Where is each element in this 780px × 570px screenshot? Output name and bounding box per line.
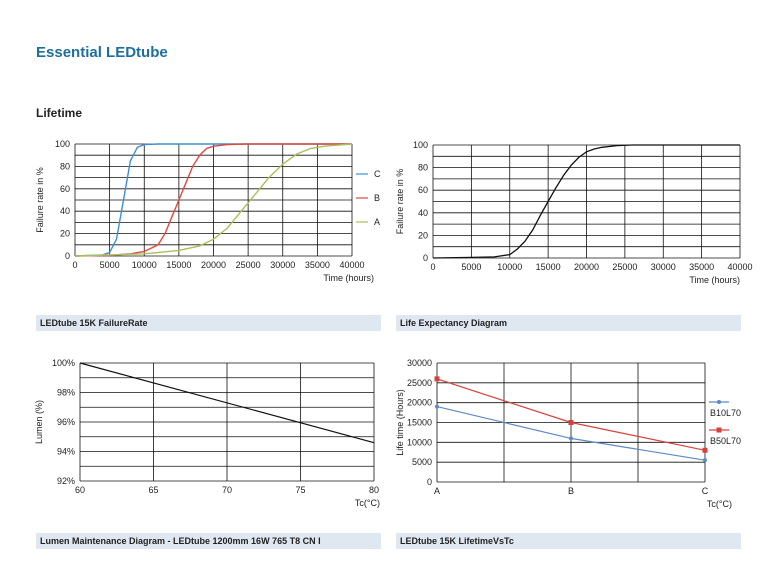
point-B10L70 <box>435 404 439 409</box>
y-tick-label: 15000 <box>407 418 432 428</box>
x-tick-label: 0 <box>430 262 435 272</box>
x-tick-label: 10000 <box>497 262 522 272</box>
x-tick-label: 35000 <box>689 262 714 272</box>
y-tick-label: 60 <box>60 184 70 194</box>
x-axis-label: Tc(°C) <box>355 498 380 508</box>
caption-life-expectancy: Life Expectancy Diagram <box>396 315 741 331</box>
legend-label-C: C <box>374 169 381 179</box>
y-axis-label: Life time (Hours) <box>395 389 405 456</box>
series-line-B <box>74 143 352 257</box>
y-tick-label: 60 <box>418 185 428 195</box>
x-tick-label: 40000 <box>339 260 364 270</box>
y-tick-label: 20 <box>418 230 428 240</box>
x-tick-label: 15000 <box>536 262 561 272</box>
caption-lumen-maintenance: Lumen Maintenance Diagram - LEDtube 1200… <box>36 533 381 549</box>
x-tick-label: 25000 <box>612 262 637 272</box>
legend-label-B: B <box>374 193 380 203</box>
y-tick-label: 100 <box>55 139 70 149</box>
x-tick-label: 75 <box>295 485 305 495</box>
y-tick-label: 96% <box>57 417 75 427</box>
x-tick-label: 10000 <box>132 260 157 270</box>
legend-label-B10L70: B10L70 <box>710 408 741 418</box>
x-tick-label: B <box>568 486 574 496</box>
y-tick-label: 0 <box>427 477 432 487</box>
x-tick-label: 35000 <box>305 260 330 270</box>
point-B50L70 <box>568 420 574 425</box>
y-tick-label: 80 <box>418 163 428 173</box>
y-tick-label: 100 <box>413 140 428 150</box>
y-tick-label: 0 <box>65 251 70 261</box>
point-B50L70 <box>434 376 440 382</box>
y-tick-label: 40 <box>60 206 70 216</box>
y-tick-label: 25000 <box>407 378 432 388</box>
point-B10L70 <box>569 436 573 441</box>
x-tick-label: A <box>434 486 440 496</box>
x-axis-label: Time (hours) <box>323 273 374 283</box>
y-tick-label: 5000 <box>412 457 432 467</box>
legend-marker-B10L70 <box>717 400 721 404</box>
x-tick-label: 60 <box>75 485 85 495</box>
y-tick-label: 92% <box>57 476 75 486</box>
lifetime-vs-tc-chart: 0 5000 10000 15000 20000 25000 30000 A B C Life ti… <box>395 358 741 509</box>
y-tick-label: 20 <box>60 229 70 239</box>
legend-marker-B50L70 <box>716 427 722 433</box>
failure-rate-chart: 0 20 40 60 80 100 0 5000 10000 15000 20000 25000 300… <box>35 139 381 283</box>
x-tick-label: 5000 <box>461 262 481 272</box>
section-title: Lifetime <box>36 106 83 120</box>
x-tick-label: 30000 <box>651 262 676 272</box>
legend-label-B50L70: B50L70 <box>710 436 741 446</box>
x-tick-label: 65 <box>148 485 158 495</box>
page-title: Essential LEDtube <box>36 44 168 61</box>
y-tick-label: 0 <box>423 253 428 263</box>
y-tick-label: 40 <box>418 208 428 218</box>
failure-curve <box>432 144 740 259</box>
point-B50L70 <box>702 447 708 453</box>
x-tick-label: 5000 <box>100 260 120 270</box>
legend-label-A: A <box>374 217 380 227</box>
y-axis-label: Lumen (%) <box>34 400 44 444</box>
y-tick-label: 10000 <box>407 437 432 447</box>
x-tick-label: 0 <box>72 260 77 270</box>
life-expectancy-chart: 0 20 40 60 80 100 0 5000 10000 15000 20000 25000 300… <box>395 140 753 285</box>
x-tick-label: C <box>702 486 709 496</box>
x-tick-label: 15000 <box>166 260 191 270</box>
x-tick-label: 80 <box>369 485 379 495</box>
x-axis-label: Time (hours) <box>689 275 740 285</box>
y-axis-label: Failure rate in % <box>395 169 405 235</box>
lumen-maintenance-chart: 92% 94% 96% 98% 100% 60 65 70 75 80 Lumen (%) Tc(°C… <box>34 358 380 508</box>
y-tick-label: 94% <box>57 447 75 457</box>
x-tick-label: 25000 <box>236 260 261 270</box>
x-tick-label: 20000 <box>201 260 226 270</box>
y-tick-label: 100% <box>52 358 75 368</box>
y-tick-label: 20000 <box>407 398 432 408</box>
y-tick-label: 30000 <box>407 358 432 368</box>
y-tick-label: 80 <box>60 161 70 171</box>
x-tick-label: 70 <box>222 485 232 495</box>
x-axis-label: Tc(°C) <box>707 499 732 509</box>
caption-failure-rate: LEDtube 15K FailureRate <box>36 315 381 331</box>
series-line-A <box>74 143 353 257</box>
x-tick-label: 30000 <box>270 260 295 270</box>
point-B10L70 <box>703 458 707 463</box>
y-tick-label: 98% <box>57 388 75 398</box>
lumen-line <box>79 362 375 444</box>
caption-lifetime-vs-tc: LEDtube 15K LifetimeVsTc <box>396 533 741 549</box>
x-tick-label: 20000 <box>574 262 599 272</box>
x-tick-label: 40000 <box>727 262 752 272</box>
y-axis-label: Failure rate in % <box>35 167 45 233</box>
